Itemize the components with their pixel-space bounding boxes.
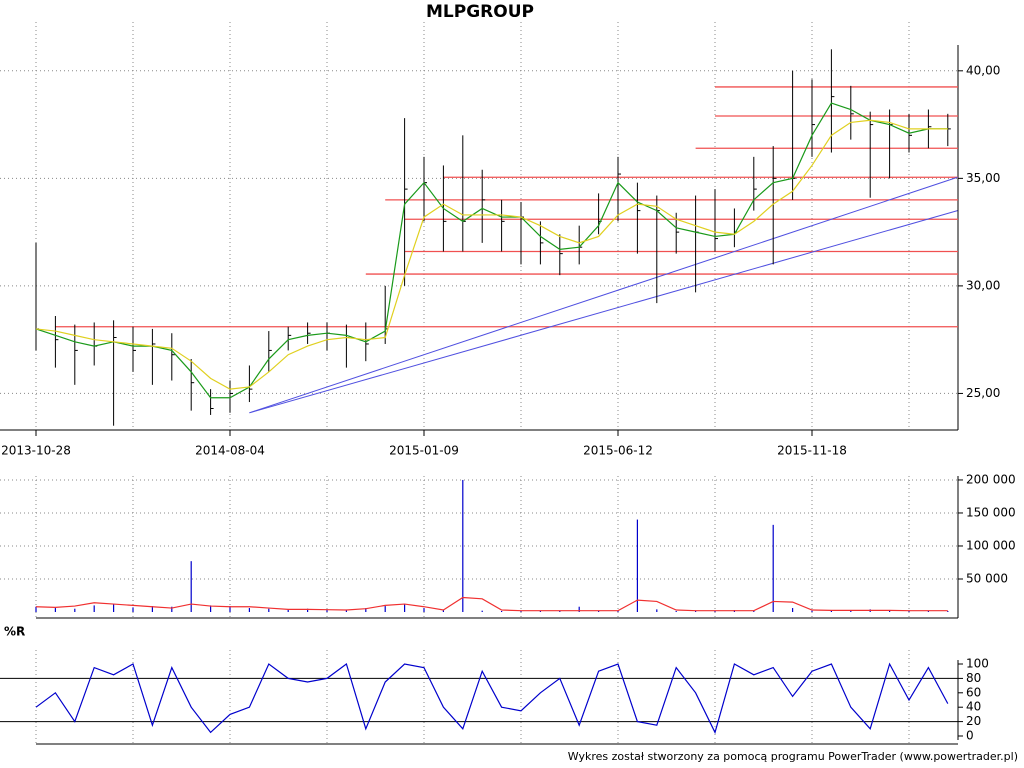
volume-bar bbox=[908, 611, 910, 612]
volume-bar bbox=[423, 608, 425, 612]
volume-bar bbox=[54, 608, 56, 612]
volume-bar bbox=[307, 608, 309, 612]
volume-average bbox=[35, 596, 948, 612]
volume-bar bbox=[927, 611, 929, 612]
volume-bar bbox=[229, 606, 231, 612]
volume-bar bbox=[598, 611, 600, 612]
volume-bar bbox=[287, 609, 289, 612]
volume-bar bbox=[481, 610, 483, 612]
volume-bar bbox=[35, 606, 37, 612]
moving-average bbox=[35, 119, 948, 390]
volume-bar bbox=[850, 610, 852, 612]
volume-bar bbox=[811, 610, 813, 612]
y-tick-label: 35,00 bbox=[966, 171, 1000, 185]
volume-bar bbox=[501, 611, 503, 612]
volume-bar bbox=[539, 611, 541, 612]
volume-bar bbox=[190, 561, 192, 612]
panel-title: %R bbox=[4, 625, 25, 639]
volume-bar bbox=[268, 608, 270, 612]
volume-bar bbox=[947, 611, 949, 612]
volume-bar bbox=[520, 611, 522, 612]
volume-bar bbox=[559, 610, 561, 612]
footer: Wykres został stworzony za pomocą progra… bbox=[568, 750, 1018, 763]
volume-bar bbox=[171, 606, 173, 612]
volume-bar bbox=[792, 608, 794, 612]
volume-bar bbox=[695, 610, 697, 612]
y-tick-label: 20 bbox=[966, 714, 981, 728]
volume-bar bbox=[675, 611, 677, 612]
volume-bar bbox=[830, 610, 832, 612]
y-tick-label: 40 bbox=[966, 700, 981, 714]
moving-average bbox=[35, 102, 948, 399]
volume-bar bbox=[384, 606, 386, 612]
volume-bar bbox=[74, 608, 76, 612]
volume-bar bbox=[345, 610, 347, 612]
volume-bar bbox=[404, 604, 406, 612]
y-tick-label: 80 bbox=[966, 671, 981, 685]
y-tick-label: 200 000 bbox=[966, 472, 1016, 486]
volume-bar bbox=[656, 609, 658, 612]
y-tick-label: 60 bbox=[966, 685, 981, 699]
x-tick-label: 2014-08-04 bbox=[195, 444, 265, 458]
volume-bar bbox=[636, 519, 638, 612]
volume-bar bbox=[93, 605, 95, 612]
williams-r-line bbox=[35, 662, 949, 735]
volume-bar bbox=[248, 608, 250, 612]
volume-bar bbox=[326, 609, 328, 612]
y-tick-label: 0 bbox=[966, 729, 974, 743]
volume-bar bbox=[132, 607, 134, 612]
trend-line bbox=[249, 176, 958, 414]
volume-bar bbox=[578, 606, 580, 612]
volume-bar bbox=[210, 605, 212, 612]
volume-bar bbox=[365, 608, 367, 612]
y-tick-label: 150 000 bbox=[966, 505, 1016, 519]
x-tick-label: 2015-06-12 bbox=[583, 444, 653, 458]
y-tick-label: 25,00 bbox=[966, 386, 1000, 400]
chart-title: MLPGROUP bbox=[426, 2, 534, 22]
trend-line bbox=[249, 210, 958, 414]
y-tick-label: 100 000 bbox=[966, 538, 1016, 552]
volume-bar bbox=[113, 604, 115, 612]
volume-bar bbox=[714, 611, 716, 612]
y-tick-label: 30,00 bbox=[966, 278, 1000, 292]
volume-bar bbox=[462, 479, 464, 612]
y-tick-label: 100 bbox=[966, 657, 989, 671]
y-tick-label: 50 000 bbox=[966, 571, 1008, 585]
x-tick-label: 2013-10-28 bbox=[1, 444, 71, 458]
volume-bar bbox=[151, 606, 153, 612]
x-tick-label: 2015-01-09 bbox=[389, 444, 459, 458]
y-tick-label: 40,00 bbox=[966, 63, 1000, 77]
volume-bar bbox=[617, 611, 619, 612]
volume-bar bbox=[442, 610, 444, 612]
volume-bar bbox=[772, 524, 774, 612]
volume-bar bbox=[889, 610, 891, 612]
x-tick-label: 2015-11-18 bbox=[777, 444, 847, 458]
